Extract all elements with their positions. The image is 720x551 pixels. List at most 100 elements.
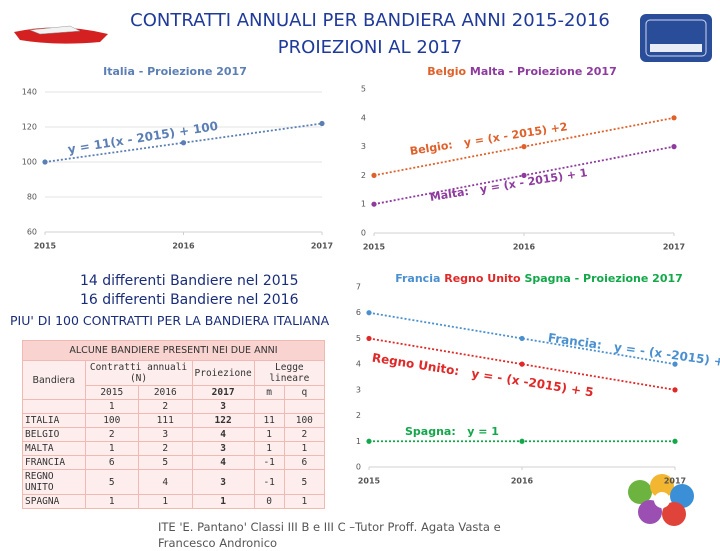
y-tick-label: 120 — [22, 123, 37, 132]
logo-boat — [14, 25, 108, 44]
x-tick-label: 2016 — [511, 477, 534, 486]
table-cell: 1 — [283, 494, 326, 509]
y-tick-label: 2 — [356, 411, 361, 420]
table-cell: 1 — [84, 494, 140, 509]
table-cell: 3 — [191, 469, 255, 495]
note: 16 differenti Bandiere nel 2016 — [80, 292, 299, 308]
table-cell: Contratti annuali (N) — [84, 360, 193, 386]
x-tick-label: 2017 — [311, 242, 333, 251]
legend-entry: Spagna — [524, 272, 570, 285]
logo-school — [640, 14, 712, 62]
logo-flower — [628, 474, 694, 526]
table-row: 2015 2016 2017 m q — [23, 385, 326, 400]
annotation: Belgio: y = (x - 2015) +2 — [409, 120, 569, 158]
table-cell: 100 — [84, 413, 140, 428]
slide-subtitle: PROIEZIONI AL 2017 — [277, 37, 463, 58]
table-cell: 2017 — [191, 385, 255, 400]
table-cell: Legge lineare — [253, 360, 326, 386]
annotation: Spagna: y = 1 — [405, 425, 499, 438]
point — [366, 438, 372, 444]
table-cell: 1 — [253, 441, 285, 456]
point — [672, 438, 678, 444]
table-cell: 1 — [253, 427, 285, 442]
y-tick-label: 0 — [356, 463, 361, 472]
table-cell — [283, 399, 326, 414]
table-cell: 1 — [191, 494, 255, 509]
y-tick-label: 1 — [356, 437, 361, 446]
table-cell: REGNO UNITO — [22, 469, 86, 495]
y-tick-label: 3 — [361, 142, 366, 151]
table-row: SPAGNA 1 1 1 0 1 — [22, 494, 326, 509]
x-tick-label: 2015 — [358, 477, 381, 486]
legend-entry: Belgio — [427, 65, 466, 78]
point — [519, 335, 525, 342]
legend-entry: Italia — [103, 65, 135, 78]
chart-title: Belgio Malta - Proiezione 2017 — [427, 65, 616, 78]
table-cell: 2 — [138, 441, 193, 456]
table: ALCUNE BANDIERE PRESENTI NEI DUE ANNI Ban… — [22, 340, 326, 509]
point — [366, 310, 372, 316]
point — [521, 172, 527, 178]
y-tick-label: 0 — [361, 229, 366, 238]
y-tick-label: 80 — [27, 193, 37, 202]
table-cell: 11 — [253, 413, 285, 428]
chart-title: Italia - Proiezione 2017 — [103, 65, 247, 78]
table-cell: 6 — [84, 455, 140, 470]
y-tick-label: 140 — [22, 88, 37, 97]
point — [671, 115, 677, 121]
note: PIU' DI 100 CONTRATTI PER LA BANDIERA IT… — [10, 313, 330, 328]
point — [366, 335, 372, 342]
chart-title-text: - Proiezione 2017 — [575, 272, 683, 285]
table-row: FRANCIA 6 5 4 -1 6 — [22, 455, 326, 470]
y-tick-label: 6 — [356, 308, 361, 317]
y-tick-label: 100 — [22, 158, 37, 167]
table-cell: MALTA — [22, 441, 86, 456]
y-tick-label: 3 — [356, 385, 361, 394]
x-tick-label: 2015 — [363, 243, 386, 252]
table-cell: ITALIA — [22, 413, 86, 428]
table-cell: 2015 — [84, 385, 140, 400]
x-tick-label: 2017 — [664, 477, 686, 486]
point — [42, 159, 48, 165]
y-tick-label: 5 — [361, 85, 366, 94]
x-tick-label: 2017 — [663, 243, 685, 252]
annotation: y = 11(x - 2015) + 100 — [67, 119, 219, 157]
y-tick-label: 5 — [356, 334, 361, 343]
table-row: Bandiera Contratti annuali (N) Proiezione L… — [22, 360, 326, 400]
table-cell: q — [283, 385, 326, 400]
note: 14 differenti Bandiere nel 2015 — [80, 273, 299, 289]
table-cell: 1 — [84, 399, 140, 414]
table-cell: 4 — [191, 455, 255, 470]
table-cell: 1 — [283, 441, 326, 456]
y-tick-label: 1 — [361, 200, 366, 209]
point — [519, 361, 525, 367]
slide-title: CONTRATTI ANNUALI PER BANDIERA ANNI 2015… — [130, 10, 610, 31]
point — [672, 361, 678, 367]
table-cell: 2 — [283, 427, 326, 442]
y-tick-label: 7 — [356, 283, 361, 292]
table-row: ALCUNE BANDIERE PRESENTI NEI DUE ANNI — [22, 340, 325, 361]
point — [519, 438, 525, 444]
point — [521, 144, 527, 150]
point — [371, 201, 377, 207]
table-cell: 5 — [138, 455, 193, 470]
table-cell: 111 — [138, 413, 193, 428]
table-row: MALTA 1 2 3 1 1 — [22, 441, 326, 456]
point — [671, 144, 677, 150]
series-line — [44, 122, 323, 163]
table-cell: 2 — [138, 399, 193, 414]
table-row: BELGIO 2 3 4 1 2 — [22, 427, 326, 442]
legend-entry: Malta — [470, 65, 505, 78]
point — [371, 172, 377, 178]
table-cell — [253, 399, 285, 414]
table-cell: 2 — [84, 427, 140, 442]
chart-title-text: - Proiezione 2017 — [139, 65, 247, 78]
table-cell: 5 — [84, 469, 140, 495]
y-tick-label: 60 — [27, 228, 37, 237]
table-cell: 4 — [138, 469, 193, 495]
table-cell: 3 — [191, 399, 255, 414]
y-tick-label: 4 — [356, 360, 361, 369]
table-row: ITALIA 100 111 122 11 100 — [22, 413, 326, 428]
table-cell: 122 — [191, 413, 255, 428]
